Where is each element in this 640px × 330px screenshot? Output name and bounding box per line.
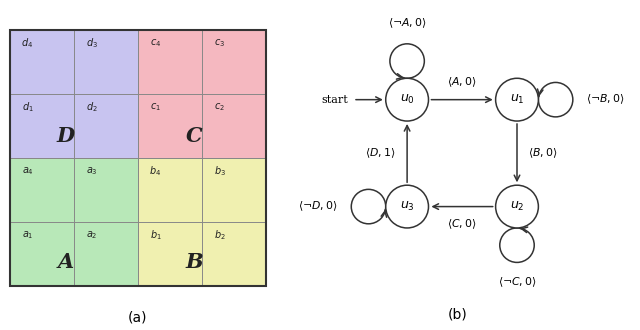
Text: $d_{3}$: $d_{3}$ <box>86 36 97 50</box>
Text: $d_{4}$: $d_{4}$ <box>22 36 33 50</box>
Text: (a): (a) <box>128 311 147 325</box>
Bar <box>138 158 266 286</box>
Text: $\langle \neg A,0\rangle$: $\langle \neg A,0\rangle$ <box>388 17 426 30</box>
Text: $\langle \neg B,0\rangle$: $\langle \neg B,0\rangle$ <box>586 93 625 107</box>
Circle shape <box>495 78 538 121</box>
Text: $d_{2}$: $d_{2}$ <box>86 100 97 114</box>
Text: $c_{3}$: $c_{3}$ <box>214 37 225 49</box>
Text: $u_0$: $u_0$ <box>399 93 415 106</box>
Circle shape <box>495 185 538 228</box>
Text: $\langle \neg C,0\rangle$: $\langle \neg C,0\rangle$ <box>498 276 536 289</box>
Circle shape <box>386 185 429 228</box>
Text: A: A <box>58 252 74 272</box>
Bar <box>138 30 266 158</box>
Text: $u_1$: $u_1$ <box>509 93 524 106</box>
Text: $u_2$: $u_2$ <box>509 200 524 213</box>
Text: $a_{2}$: $a_{2}$ <box>86 229 97 241</box>
Text: $a_{1}$: $a_{1}$ <box>22 229 33 241</box>
Text: $b_{2}$: $b_{2}$ <box>214 228 225 242</box>
Text: C: C <box>186 126 202 146</box>
Text: $c_{4}$: $c_{4}$ <box>150 37 161 49</box>
Text: start: start <box>322 95 349 105</box>
Text: B: B <box>185 252 203 272</box>
Text: $\langle C,0\rangle$: $\langle C,0\rangle$ <box>447 217 477 231</box>
Text: $a_{4}$: $a_{4}$ <box>22 165 33 177</box>
Text: $c_{1}$: $c_{1}$ <box>150 101 161 113</box>
Bar <box>10 30 138 158</box>
Text: $c_{2}$: $c_{2}$ <box>214 101 225 113</box>
Text: $\langle B,0\rangle$: $\langle B,0\rangle$ <box>528 146 557 160</box>
Circle shape <box>386 78 429 121</box>
Text: (b): (b) <box>448 308 467 321</box>
Text: $b_{4}$: $b_{4}$ <box>150 164 161 178</box>
Text: $a_{3}$: $a_{3}$ <box>86 165 97 177</box>
Text: $b_{3}$: $b_{3}$ <box>214 164 225 178</box>
Text: $d_{1}$: $d_{1}$ <box>22 100 33 114</box>
Text: $\langle \neg D,0\rangle$: $\langle \neg D,0\rangle$ <box>298 200 338 214</box>
Text: $u_3$: $u_3$ <box>400 200 415 213</box>
Text: D: D <box>57 126 75 146</box>
Text: $\langle A,0\rangle$: $\langle A,0\rangle$ <box>447 76 477 89</box>
Text: $b_{1}$: $b_{1}$ <box>150 228 161 242</box>
Text: $\langle D,1\rangle$: $\langle D,1\rangle$ <box>365 146 396 160</box>
Bar <box>10 158 138 286</box>
